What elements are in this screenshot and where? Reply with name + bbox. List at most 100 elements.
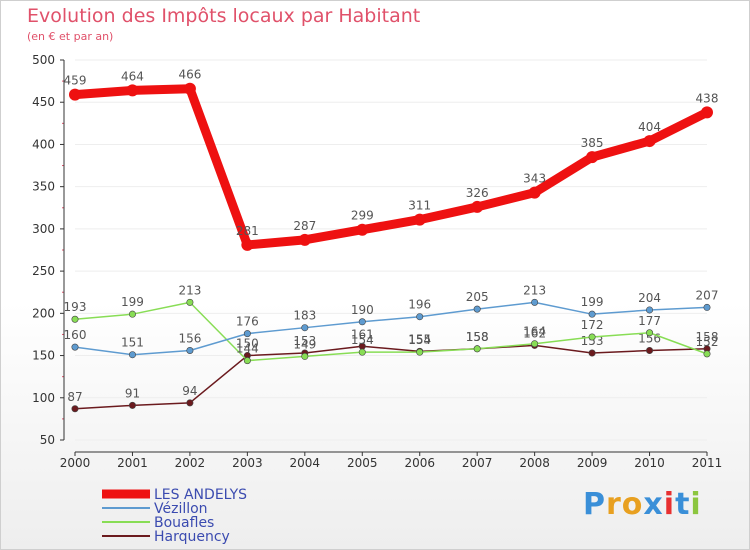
data-point xyxy=(646,306,654,314)
data-point xyxy=(128,401,136,409)
series-line xyxy=(74,344,708,410)
data-label: 153 xyxy=(293,334,316,348)
data-label: 158 xyxy=(466,330,489,344)
data-point xyxy=(413,213,426,226)
data-label: 155 xyxy=(408,332,431,346)
logo-letter: P xyxy=(583,487,606,522)
data-point xyxy=(531,340,539,348)
series-line xyxy=(74,301,708,356)
data-label: 144 xyxy=(236,342,259,356)
x-tick-label: 2004 xyxy=(290,456,321,470)
data-label: 164 xyxy=(523,325,546,339)
legend-label: Bouafles xyxy=(154,515,214,531)
y-tick-label: 450 xyxy=(32,95,55,109)
data-label: 152 xyxy=(696,335,719,349)
data-point xyxy=(473,305,481,313)
data-point xyxy=(416,348,424,356)
data-point xyxy=(71,315,79,323)
x-tick-label: 2001 xyxy=(117,456,148,470)
logo-letter: o xyxy=(621,487,644,522)
data-point xyxy=(298,233,311,246)
data-label: 160 xyxy=(64,328,87,342)
data-point xyxy=(186,346,194,354)
data-label: 161 xyxy=(351,327,374,341)
data-point xyxy=(71,343,79,351)
data-point xyxy=(586,151,599,164)
data-point xyxy=(183,82,196,95)
proxiti-logo: Proxiti xyxy=(583,487,702,522)
x-tick-label: 2009 xyxy=(577,456,608,470)
data-label: 464 xyxy=(121,69,144,83)
chart-title: Evolution des Impôts locaux par Habitant xyxy=(27,5,421,27)
data-point xyxy=(528,186,541,199)
x-tick-label: 2008 xyxy=(519,456,550,470)
data-label: 176 xyxy=(236,315,259,329)
data-point xyxy=(186,298,194,306)
y-tick-label: 300 xyxy=(32,222,55,236)
data-label: 177 xyxy=(638,314,661,328)
data-label: 150 xyxy=(236,337,259,351)
x-tick-label: 2000 xyxy=(60,456,91,470)
legend-label: LES ANDELYS xyxy=(154,487,247,503)
data-point xyxy=(356,223,369,236)
data-point xyxy=(358,318,366,326)
data-point xyxy=(128,351,136,359)
data-point xyxy=(69,88,81,101)
data-label: 281 xyxy=(236,224,259,238)
data-point xyxy=(126,84,139,97)
y-tick-label: 500 xyxy=(32,53,55,67)
series-line xyxy=(74,301,708,362)
logo-letter: i xyxy=(663,487,676,522)
data-label: 158 xyxy=(466,330,489,344)
x-tick-label: 2007 xyxy=(462,456,493,470)
data-label: 213 xyxy=(523,283,546,297)
data-label: 199 xyxy=(121,295,144,309)
data-point xyxy=(128,310,136,318)
data-label: 91 xyxy=(125,386,140,400)
data-label: 162 xyxy=(523,326,546,340)
data-label: 154 xyxy=(408,333,431,347)
x-tick-label: 2006 xyxy=(404,456,435,470)
logo-letter: x xyxy=(643,487,664,522)
data-label: 207 xyxy=(696,288,719,302)
data-label: 149 xyxy=(293,337,316,351)
data-point xyxy=(186,399,194,407)
data-label: 199 xyxy=(581,295,604,309)
data-point xyxy=(71,405,79,413)
data-point xyxy=(588,333,596,341)
data-label: 299 xyxy=(351,209,374,223)
logo-letter: i xyxy=(690,487,702,522)
series-line xyxy=(70,84,712,250)
logo-letter: t xyxy=(675,487,691,522)
data-point xyxy=(416,313,424,321)
data-label: 404 xyxy=(638,120,661,134)
data-label: 183 xyxy=(293,309,316,323)
data-point xyxy=(241,238,254,251)
legend-label: Vézillon xyxy=(154,501,208,517)
legend-label: Harquency xyxy=(154,529,230,545)
data-label: 343 xyxy=(523,172,546,186)
data-point xyxy=(531,298,539,306)
y-tick-label: 100 xyxy=(32,391,55,405)
data-label: 459 xyxy=(64,74,87,88)
y-tick-label: 350 xyxy=(32,180,55,194)
data-point xyxy=(703,350,711,358)
data-point xyxy=(301,324,309,332)
data-label: 438 xyxy=(696,91,719,105)
x-tick-label: 2003 xyxy=(232,456,263,470)
x-tick-label: 2005 xyxy=(347,456,378,470)
data-label: 326 xyxy=(466,186,489,200)
data-label: 311 xyxy=(408,199,431,213)
data-point xyxy=(358,348,366,356)
data-label: 287 xyxy=(293,219,316,233)
data-point xyxy=(646,329,654,337)
data-point xyxy=(301,352,309,360)
data-label: 385 xyxy=(581,136,604,150)
data-label: 196 xyxy=(408,298,431,312)
y-tick-label: 50 xyxy=(40,433,55,447)
y-tick-label: 250 xyxy=(32,264,55,278)
data-label: 193 xyxy=(64,300,87,314)
x-tick-label: 2010 xyxy=(634,456,665,470)
logo-letter: r xyxy=(606,487,622,522)
